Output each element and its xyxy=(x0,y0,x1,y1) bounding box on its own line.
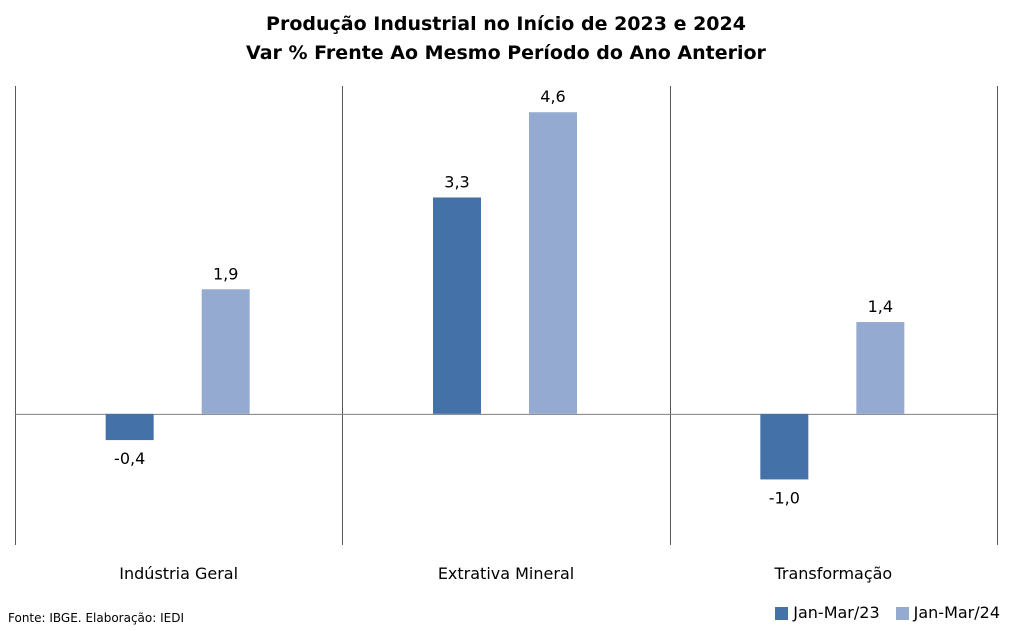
legend-label-2023: Jan-Mar/23 xyxy=(793,603,880,622)
data-label: 1,4 xyxy=(868,297,893,316)
legend: Jan-Mar/23 Jan-Mar/24 xyxy=(759,602,1000,624)
chart-subtitle: Var % Frente Ao Mesmo Período do Ano Ant… xyxy=(246,42,766,64)
legend-swatch-2024 xyxy=(895,606,909,620)
category-label: Transformação xyxy=(773,564,892,583)
data-label: -1,0 xyxy=(769,488,800,507)
data-label: -0,4 xyxy=(114,449,145,468)
bar-2024 xyxy=(856,322,905,414)
legend-label-2024: Jan-Mar/24 xyxy=(913,603,1000,622)
category-label: Extrativa Mineral xyxy=(438,564,574,583)
category-label: Indústria Geral xyxy=(119,564,238,583)
legend-swatch-2023 xyxy=(775,606,789,620)
legend-item-2023: Jan-Mar/23 xyxy=(775,602,880,624)
data-label: 3,3 xyxy=(444,172,469,191)
chart-title-block: Produção Industrial no Início de 2023 e … xyxy=(0,10,1012,68)
legend-item-2024: Jan-Mar/24 xyxy=(895,602,1000,624)
bar-2024 xyxy=(529,112,577,414)
chart-title: Produção Industrial no Início de 2023 e … xyxy=(266,13,746,35)
bar-2023 xyxy=(105,413,154,441)
data-label: 1,9 xyxy=(213,264,238,283)
bar-2023 xyxy=(433,197,481,414)
bar-2024 xyxy=(201,289,250,414)
source-note: Fonte: IBGE. Elaboração: IEDI xyxy=(8,611,185,625)
data-label: 4,6 xyxy=(540,87,565,106)
bar-2023 xyxy=(760,413,809,480)
